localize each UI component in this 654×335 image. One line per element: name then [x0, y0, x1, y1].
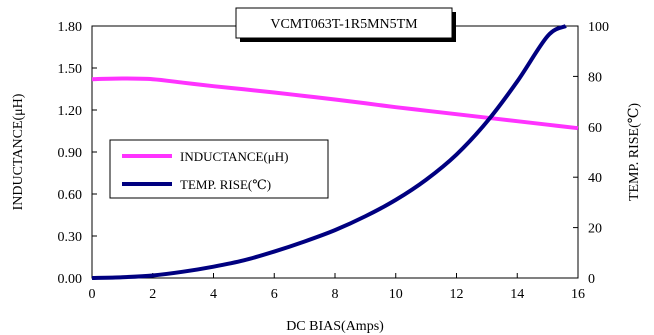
x-tick-label: 10 — [389, 287, 403, 302]
y-tick-label: 1.80 — [58, 20, 83, 35]
x-axis-title: DC BIAS(Amps) — [286, 319, 384, 334]
y-axis-title: INDUCTANCE(μH) — [11, 93, 26, 210]
title-box — [235, 7, 453, 39]
chart-title-box: VCMT063T-1R5MN5TM — [235, 7, 456, 42]
x-tick-label: 2 — [149, 287, 156, 302]
x-tick-label: 8 — [332, 287, 339, 302]
axis-ticks: 0 2 4 6 8 10 12 14 16 0.00 0.30 0.60 0.90 1.20 1.50 1.8… — [58, 20, 610, 302]
legend: INDUCTANCE(μH) TEMP. RISE(℃) — [109, 139, 329, 199]
x-tick-label: 0 — [89, 287, 96, 302]
y-tick-label: 0.60 — [58, 188, 83, 203]
y2-tick-label: 40 — [588, 171, 602, 186]
y2-tick-label: 80 — [588, 70, 602, 85]
legend-label-temp-rise: TEMP. RISE(℃) — [180, 177, 271, 192]
chart-title: VCMT063T-1R5MN5TM — [270, 17, 418, 32]
y2-tick-label: 20 — [588, 222, 602, 237]
series-line-temp-rise — [91, 24, 567, 280]
y-tick-label: 1.20 — [58, 104, 83, 119]
x-tick-label: 14 — [510, 287, 524, 302]
series-line-inductance — [91, 76, 579, 131]
legend-label-inductance: INDUCTANCE(μH) — [180, 149, 288, 164]
x-tick-label: 4 — [210, 287, 217, 302]
y-tick-label: 1.50 — [58, 62, 83, 77]
legend-box — [109, 139, 329, 199]
y2-tick-label: 0 — [588, 272, 595, 287]
y2-tick-label: 60 — [588, 121, 602, 136]
y-tick-label: 0.90 — [58, 146, 83, 161]
x-tick-label: 6 — [271, 287, 278, 302]
x-tick-label: 12 — [450, 287, 464, 302]
x-tick-label: 16 — [571, 287, 585, 302]
y-tick-label: 0.00 — [58, 272, 83, 287]
series-lines — [91, 24, 579, 280]
y-tick-label: 0.30 — [58, 230, 83, 245]
y2-tick-label: 100 — [588, 20, 609, 35]
y2-axis-title: TEMP. RISE(℃) — [627, 103, 642, 201]
